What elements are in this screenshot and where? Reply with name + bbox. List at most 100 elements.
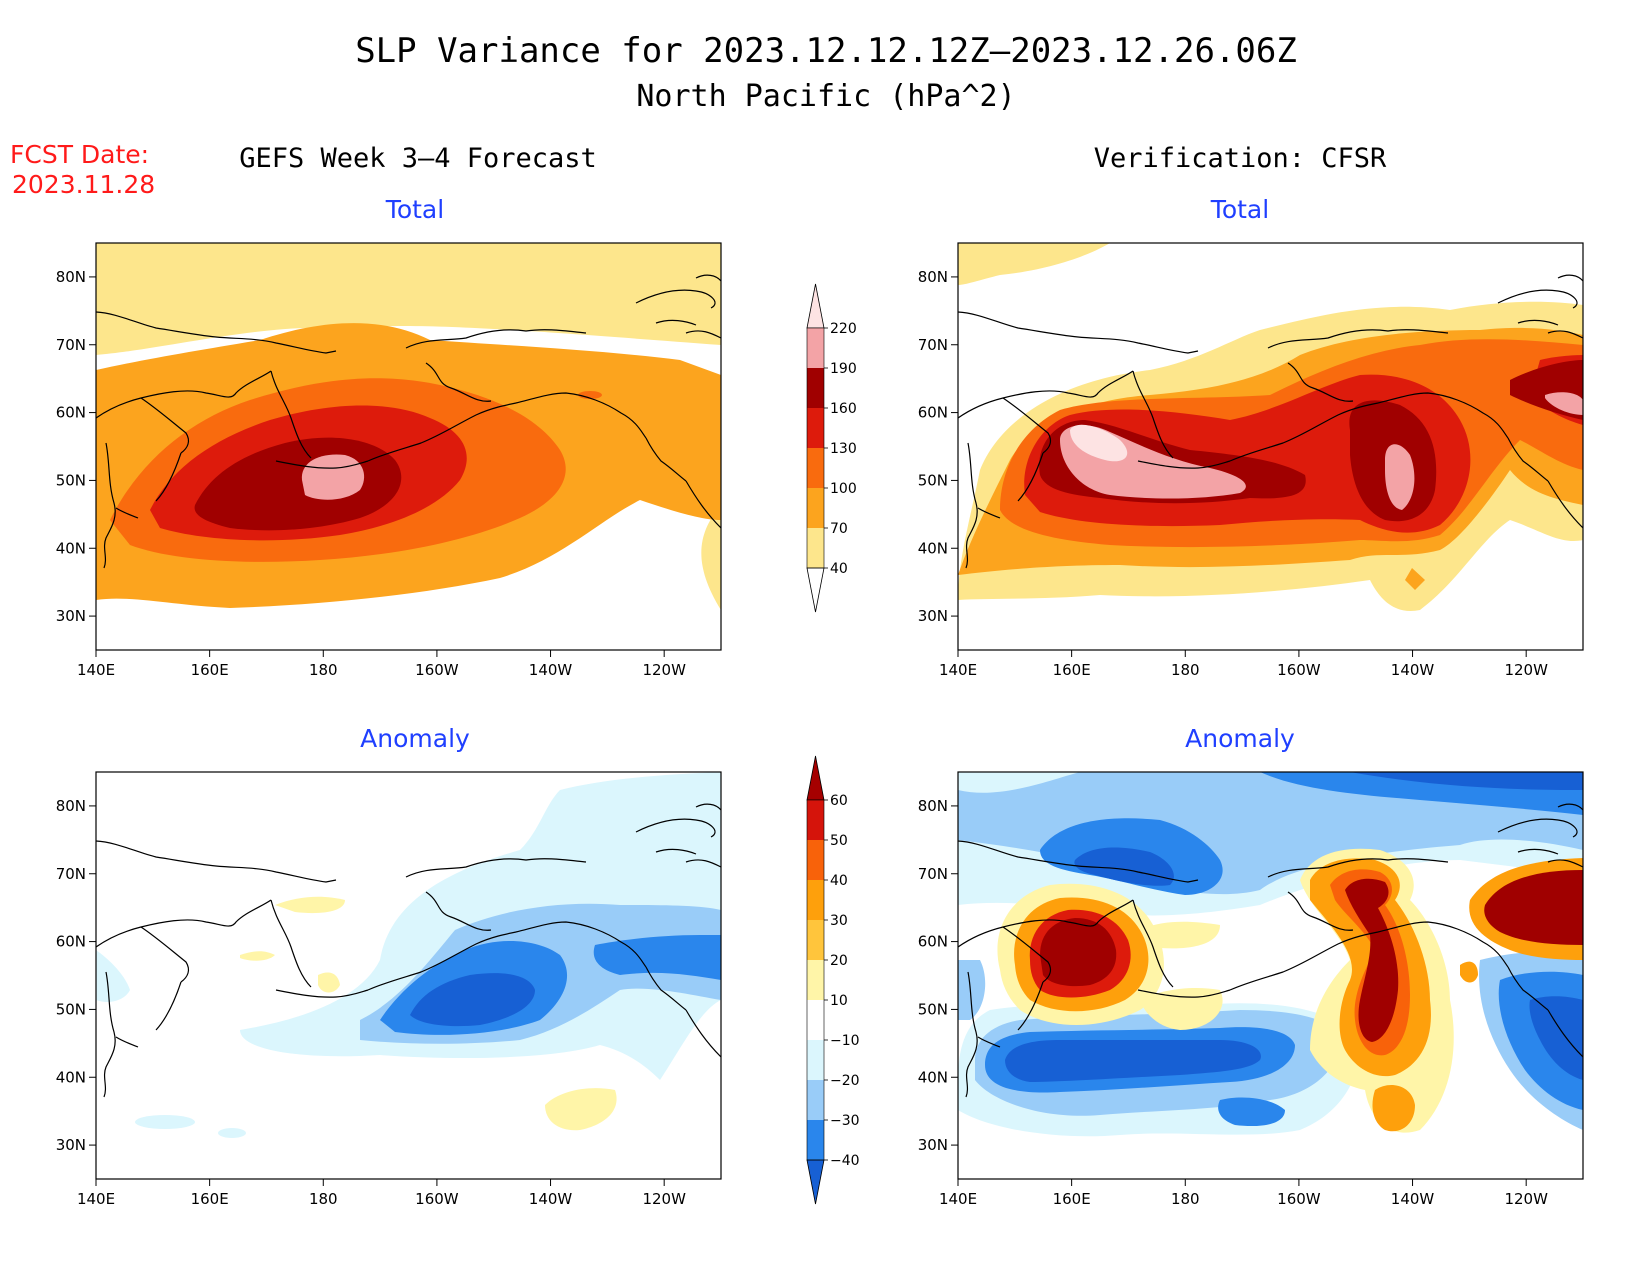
verification-total-lon-label: 140W bbox=[1391, 661, 1435, 679]
verification-anomaly-lon-label: 140W bbox=[1391, 1190, 1435, 1208]
anomaly-colorbar: −40 −30 −20 −10 10 20 30 40 50 60 bbox=[806, 755, 860, 1205]
forecast-total-lat-label: 60N bbox=[56, 404, 86, 422]
anomaly-colorbar-label: 50 bbox=[830, 833, 848, 849]
forecast-total-lat-label: 40N bbox=[56, 539, 86, 557]
verification-anomaly-lat-label: 80N bbox=[918, 797, 948, 815]
anomaly-colorbar-segment bbox=[807, 1080, 824, 1120]
forecast-total-lon-label: 140E bbox=[77, 661, 115, 679]
forecast-anomaly-lat-label: 40N bbox=[56, 1068, 86, 1086]
verification-total-lon-label: 180 bbox=[1171, 661, 1200, 679]
verification-anomaly-lon-label: 160E bbox=[1053, 1190, 1091, 1208]
verification-total-lon-label: 120W bbox=[1504, 661, 1548, 679]
verification-column-heading: Verification: CFSR bbox=[1094, 143, 1387, 174]
verification-anomaly-lat-label: 40N bbox=[918, 1068, 948, 1086]
anomaly-colorbar-label: −40 bbox=[830, 1153, 860, 1169]
anomaly-colorbar-segment bbox=[807, 1040, 824, 1080]
forecast-anomaly-map bbox=[95, 771, 722, 1180]
forecast-total-lat-label: 50N bbox=[56, 471, 86, 489]
anomaly-colorbar-label: 10 bbox=[830, 993, 848, 1009]
verification-anomaly-lat-label: 50N bbox=[918, 1000, 948, 1018]
anomaly-colorbar-frame bbox=[806, 799, 825, 1161]
anomaly-colorbar-segment bbox=[807, 920, 824, 960]
verification-total-lon-label: 140E bbox=[939, 661, 977, 679]
forecast-total-lon-label: 160W bbox=[415, 661, 459, 679]
verification-anomaly-lon-label: 120W bbox=[1504, 1190, 1548, 1208]
forecast-anomaly-lat-label: 50N bbox=[56, 1000, 86, 1018]
total-colorbar-segment bbox=[807, 488, 824, 528]
verification-anomaly-title: Anomaly bbox=[1185, 724, 1295, 753]
forecast-column-heading: GEFS Week 3–4 Forecast bbox=[239, 143, 597, 174]
total-colorbar-segment bbox=[807, 408, 824, 448]
fcst-date-label: FCST Date: bbox=[10, 140, 149, 169]
anomaly-colorbar-bottom-extension bbox=[806, 1159, 825, 1205]
total-colorbar-label: 160 bbox=[830, 401, 857, 417]
anomaly-colorbar-label: 60 bbox=[830, 793, 848, 809]
total-colorbar-segment bbox=[807, 368, 824, 408]
anomaly-colorbar-label: −10 bbox=[830, 1033, 860, 1049]
forecast-total-lat-label: 80N bbox=[56, 268, 86, 286]
total-colorbar-segment bbox=[807, 448, 824, 488]
total-colorbar-bottom-extension bbox=[806, 567, 825, 613]
total-colorbar-label: 70 bbox=[830, 521, 848, 537]
forecast-total-lon-label: 180 bbox=[309, 661, 338, 679]
total-colorbar: 40 70 100 130 160 190 220 bbox=[806, 283, 857, 613]
total-colorbar-label: 130 bbox=[830, 441, 857, 457]
forecast-anomaly-lon-label: 180 bbox=[309, 1190, 338, 1208]
forecast-anomaly-lat-label: 30N bbox=[56, 1136, 86, 1154]
anomaly-colorbar-segment bbox=[807, 1120, 824, 1160]
total-colorbar-label: 100 bbox=[830, 481, 857, 497]
forecast-total-lon-label: 140W bbox=[529, 661, 573, 679]
verification-anomaly-lon-label: 160W bbox=[1277, 1190, 1321, 1208]
verification-total-lat-label: 40N bbox=[918, 539, 948, 557]
anomaly-colorbar-segment bbox=[807, 1000, 824, 1040]
total-colorbar-segment bbox=[807, 528, 824, 568]
forecast-total-title: Total bbox=[385, 195, 444, 224]
forecast-anomaly-title: Anomaly bbox=[360, 724, 470, 753]
forecast-total-map bbox=[95, 242, 722, 651]
verification-total-map bbox=[957, 242, 1584, 651]
verification-anomaly-map bbox=[957, 771, 1584, 1180]
figure-subtitle: North Pacific (hPa^2) bbox=[636, 79, 1015, 114]
forecast-anomaly-lon-label: 160W bbox=[415, 1190, 459, 1208]
verification-anomaly-lat-label: 60N bbox=[918, 933, 948, 951]
anomaly-colorbar-segment bbox=[807, 840, 824, 880]
forecast-anomaly-lat-label: 70N bbox=[56, 865, 86, 883]
forecast-anomaly-lat-label: 80N bbox=[56, 797, 86, 815]
total-colorbar-segment bbox=[807, 328, 824, 368]
total-colorbar-label: 190 bbox=[830, 361, 857, 377]
forecast-anomaly-lon-label: 120W bbox=[642, 1190, 686, 1208]
verification-total-title: Total bbox=[1210, 195, 1269, 224]
forecast-total-lon-label: 120W bbox=[642, 661, 686, 679]
forecast-anomaly-lat-label: 60N bbox=[56, 933, 86, 951]
verification-total-lat-label: 80N bbox=[918, 268, 948, 286]
total-colorbar-label: 220 bbox=[830, 321, 857, 337]
verification-anomaly-lat-label: 70N bbox=[918, 865, 948, 883]
total-colorbar-top-extension bbox=[806, 283, 825, 329]
axes-layer: 140E 160E 180 160W 140W 120W 80N 70N 60N 50N 40N 30… bbox=[56, 268, 1548, 1208]
verification-total-lat-label: 60N bbox=[918, 404, 948, 422]
forecast-total-lat-label: 30N bbox=[56, 607, 86, 625]
verification-anomaly-lon-label: 180 bbox=[1171, 1190, 1200, 1208]
anomaly-colorbar-label: 30 bbox=[830, 913, 848, 929]
verification-anomaly-lat-label: 30N bbox=[918, 1136, 948, 1154]
forecast-anomaly-lon-label: 140E bbox=[77, 1190, 115, 1208]
verification-total-lat-label: 70N bbox=[918, 336, 948, 354]
anomaly-colorbar-label: 40 bbox=[830, 873, 848, 889]
anomaly-colorbar-top-extension bbox=[806, 755, 825, 801]
forecast-total-lat-label: 70N bbox=[56, 336, 86, 354]
anomaly-colorbar-segment bbox=[807, 880, 824, 920]
forecast-anomaly-lon-label: 140W bbox=[529, 1190, 573, 1208]
verification-total-lon-label: 160W bbox=[1277, 661, 1321, 679]
verification-total-lat-label: 30N bbox=[918, 607, 948, 625]
anomaly-colorbar-label: 20 bbox=[830, 953, 848, 969]
figure-title: SLP Variance for 2023.12.12.12Z–2023.12.… bbox=[355, 31, 1297, 71]
verification-total-lon-label: 160E bbox=[1053, 661, 1091, 679]
verification-anomaly-lon-label: 140E bbox=[939, 1190, 977, 1208]
fcst-date-value: 2023.11.28 bbox=[12, 170, 155, 199]
total-colorbar-label: 40 bbox=[830, 561, 848, 577]
anomaly-colorbar-segment bbox=[807, 960, 824, 1000]
forecast-total-lon-label: 160E bbox=[191, 661, 229, 679]
anomaly-colorbar-label: −30 bbox=[830, 1113, 860, 1129]
forecast-anomaly-lon-label: 160E bbox=[191, 1190, 229, 1208]
